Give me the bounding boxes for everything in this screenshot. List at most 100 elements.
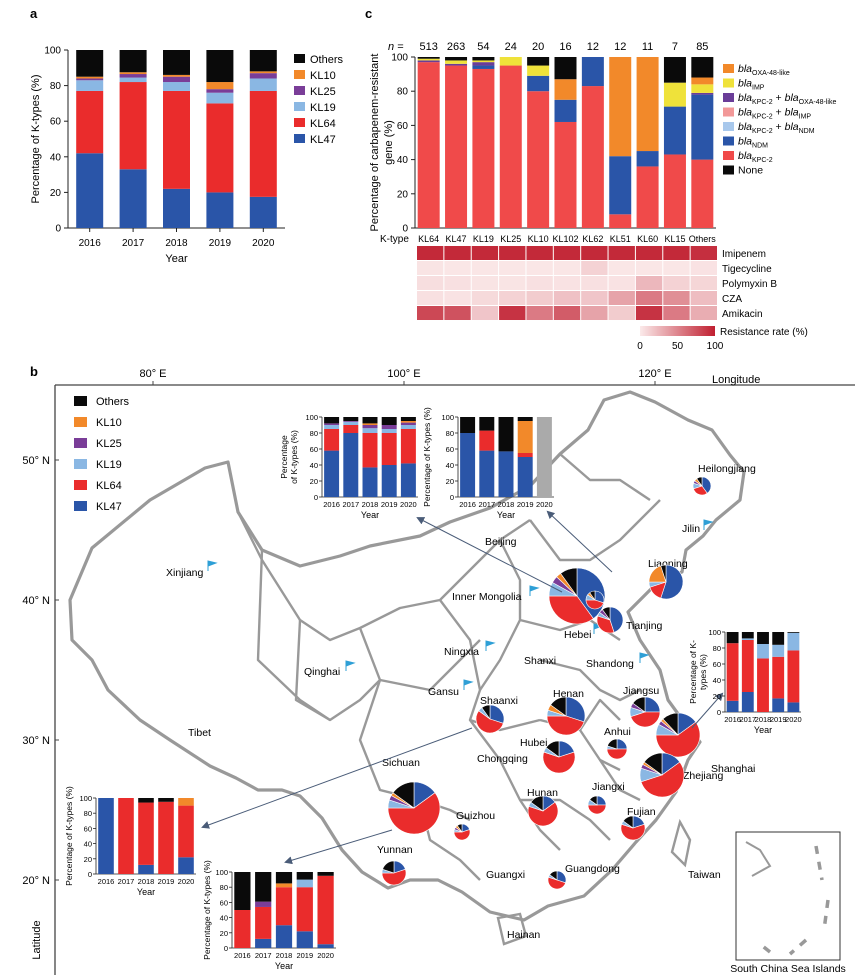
heatmap-cell [663,306,690,320]
legend-part: bla [785,107,799,119]
panel-b: b 80° E 100° E 120° E Longitude 50° N 40° N 30°… [22,364,855,975]
y-tick-label: 0 [402,224,408,235]
mini-chart-beijing: 0 20 40 60 80 100 2016 2017 2018 2019 2020 Year Perc… [279,413,418,520]
pie-slice-KL47 [565,696,586,723]
mini-x-tick-label: 2018 [755,715,772,724]
pie-slice-KL64 [475,710,504,734]
bar-KL19-2019 [206,92,234,104]
mini-bar-KL10 [517,421,533,453]
bar-KL47 [445,65,468,228]
heatmap-row-label: CZA [722,294,742,305]
region-label-chongqing: Chongqing [477,753,528,765]
heatmap-cell [417,246,444,260]
legend-swatch [723,64,734,73]
y-tick-label: 100 [44,46,61,57]
mini-y-axis-label: Percentage of K-types (%) [422,407,432,507]
heatmap-cell [690,261,717,275]
heatmap-cell [690,291,717,305]
mini-x-axis-label: Year [275,961,293,971]
flag-icon [485,640,496,651]
legend-label-KL10: KL10 [310,70,336,82]
legend-swatch-KL19 [294,102,305,111]
bar-KL19-2020 [249,78,277,91]
region-label-taiwan: Taiwan [688,869,721,881]
y-tick-label: 100 [391,53,408,64]
legend-label: None [738,165,763,177]
legend-swatch-KL25 [294,86,305,95]
legend-part: bla [785,121,799,133]
mini-bar-Others [479,417,495,431]
bar-KL47 [445,63,468,66]
bar-Others [691,159,714,228]
latitude-label: Latitude [31,920,43,959]
heatmap-cell [663,261,690,275]
bar-KL64-2020 [249,90,277,197]
mini-bar-KL64 [741,640,754,692]
mini-y-tick-label: 80 [310,429,318,438]
heatmap-cell [690,306,717,320]
mini-bar-KL64 [138,802,154,865]
pie-yunnan [381,860,407,886]
heatmap-cell [471,291,499,305]
province-border [529,499,661,562]
mini-bar-KL19 [362,428,378,433]
pie-slice-Others [607,738,618,750]
legend-part: KPC-2 [752,114,773,121]
mini-bar-KL64 [362,433,378,468]
legend-part: OXA-48-like [799,99,837,106]
x-tick-label: KL60 [637,234,658,244]
pie-liaoning [648,564,684,600]
mini-x-axis-label: Year [497,510,515,520]
mini-bar-KL19 [741,638,754,640]
n-value: 54 [477,41,489,53]
region-label-guangxi: Guangxi [486,869,525,881]
pie-slice-Others [545,740,560,758]
mini-chart-liaoning: 0 20 40 60 80 100 2016 2017 2018 2019 2020 Year Perc… [422,407,554,520]
heatmap-cell [526,246,553,260]
legend-label-KL25: KL25 [96,438,122,450]
y-tick-label: 80 [397,87,409,98]
pie-heilongjiang [692,476,712,496]
mini-bar-KL47 [98,798,114,874]
mini-bar-KL10 [400,421,416,423]
bar-KL19 [472,60,495,63]
mini-y-tick-label: 60 [310,445,318,454]
region-label-qinghai: Qinghai [304,666,340,678]
heatmap-cell [499,291,526,305]
mini-y-tick-label: 80 [220,883,228,892]
mini-bar-KL64 [757,658,769,712]
pie-hebei [585,590,605,610]
n-value: 12 [614,41,626,53]
inset-coast [745,841,772,877]
heatmap-row-label: Polymyxin B [722,279,777,290]
region-label-yunnan: Yunnan [377,844,413,856]
south-china-sea-label: South China Sea Islands [730,963,846,975]
pie-guangdong [547,870,567,890]
mini-x-axis-label: Year [361,510,379,520]
mini-bar-Others [757,632,769,644]
mini-bar-KL10 [275,883,293,888]
n-value: 11 [642,41,653,53]
legend-part: bla [738,63,752,75]
pie-slice-KL64 [548,595,594,625]
pie-slice-Others [622,815,634,829]
mini-y-tick-label: 20 [84,855,92,864]
flag-icon [463,679,474,690]
mini-bar-KL25 [362,425,378,429]
legend-part: NDM [752,143,768,150]
x-tick-label: KL64 [418,234,439,244]
mini-y-tick-label: 40 [713,676,721,685]
heatmap-scale-label: Resistance rate (%) [720,327,808,338]
y-axis-label: Percentage of K-types (%) [30,74,42,203]
heatmap-cell [526,276,553,290]
mini-bar-KL64 [255,906,272,939]
bar-KL51 [609,156,632,215]
pie-slice-Others [549,870,558,881]
mini-y-axis-label: of K-types (%) [289,430,299,484]
longitude-label: Longitude [712,374,760,386]
heatmap-cell [471,246,499,260]
region-label-jilin: Jilin [682,523,700,535]
n-value: 12 [587,41,599,53]
